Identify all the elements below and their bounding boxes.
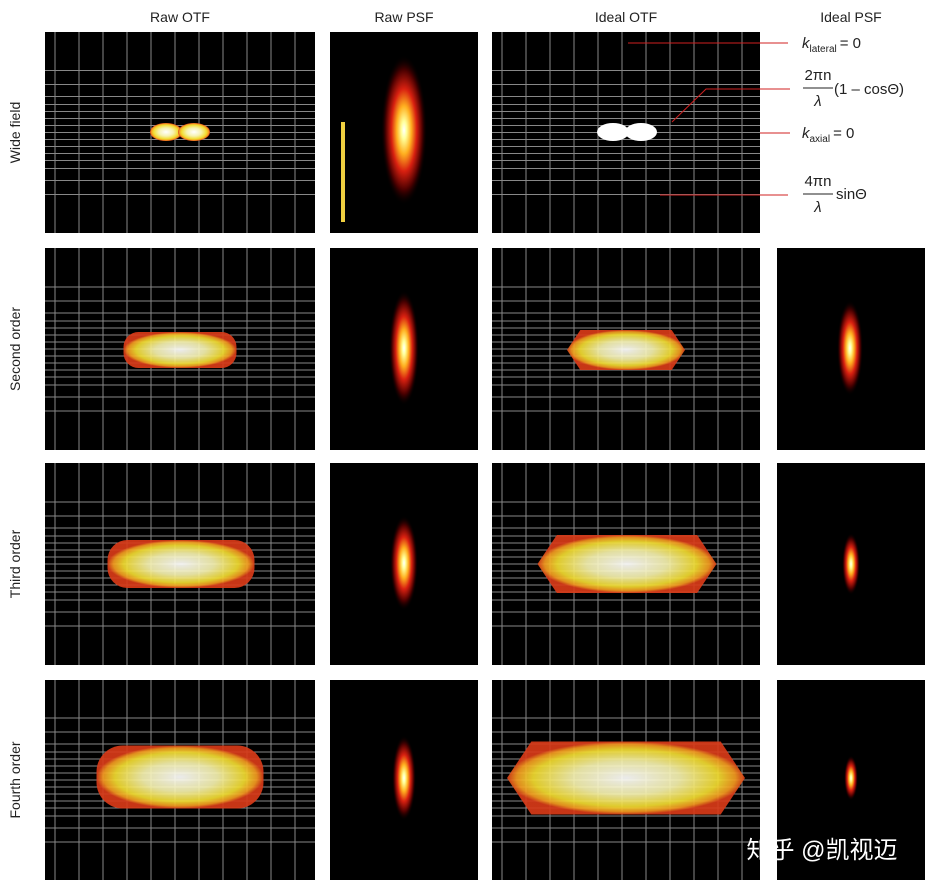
scale-bar: [341, 122, 345, 222]
fraction-suffix: (1 – cosΘ): [834, 81, 904, 98]
row-label: Third order: [7, 529, 23, 598]
watermark: 知乎 @凯视迈: [746, 837, 897, 864]
raw-otf: [123, 332, 237, 368]
ideal-otf: [567, 330, 685, 370]
otf-lobe: [178, 123, 210, 141]
fraction-denominator: λ: [813, 199, 821, 216]
otf-lobe: [150, 123, 182, 141]
leader-line: [671, 88, 790, 123]
raw-otf: [107, 540, 255, 588]
annotations: klateral = 0 2πn λ (1 – cosΘ) kaxial = 0 4…: [628, 35, 904, 216]
otf-lobe: [597, 123, 629, 141]
fraction-suffix: sinΘ: [836, 186, 867, 203]
panels: Raw OTF Raw PSF Ideal OTF Ideal PSF Wide fie…: [7, 9, 925, 880]
raw-psf: [389, 290, 419, 406]
row-label: Second order: [7, 307, 23, 391]
row-label: Fourth order: [7, 741, 23, 818]
raw-psf: [392, 735, 416, 821]
column-header: Raw OTF: [150, 9, 210, 25]
ideal-psf: [844, 755, 858, 801]
k-lateral: klateral = 0: [802, 35, 861, 55]
ideal-psf: [837, 300, 863, 396]
fraction-numerator: 2πn: [804, 67, 831, 84]
raw-psf: [390, 515, 418, 611]
fraction-numerator: 4πn: [804, 173, 831, 190]
ideal-otf: [507, 741, 745, 815]
otf-lobe: [625, 123, 657, 141]
column-header: Ideal OTF: [595, 9, 657, 25]
row-label: Wide field: [7, 102, 23, 163]
ideal-otf: [537, 535, 717, 593]
raw-otf: [96, 745, 264, 809]
column-header: Ideal PSF: [820, 9, 881, 25]
ideal-psf: [842, 533, 860, 595]
k-axial: kaxial = 0: [802, 125, 854, 145]
fraction-denominator: λ: [813, 93, 821, 110]
column-header: Raw PSF: [374, 9, 433, 25]
raw-psf: [381, 55, 427, 205]
